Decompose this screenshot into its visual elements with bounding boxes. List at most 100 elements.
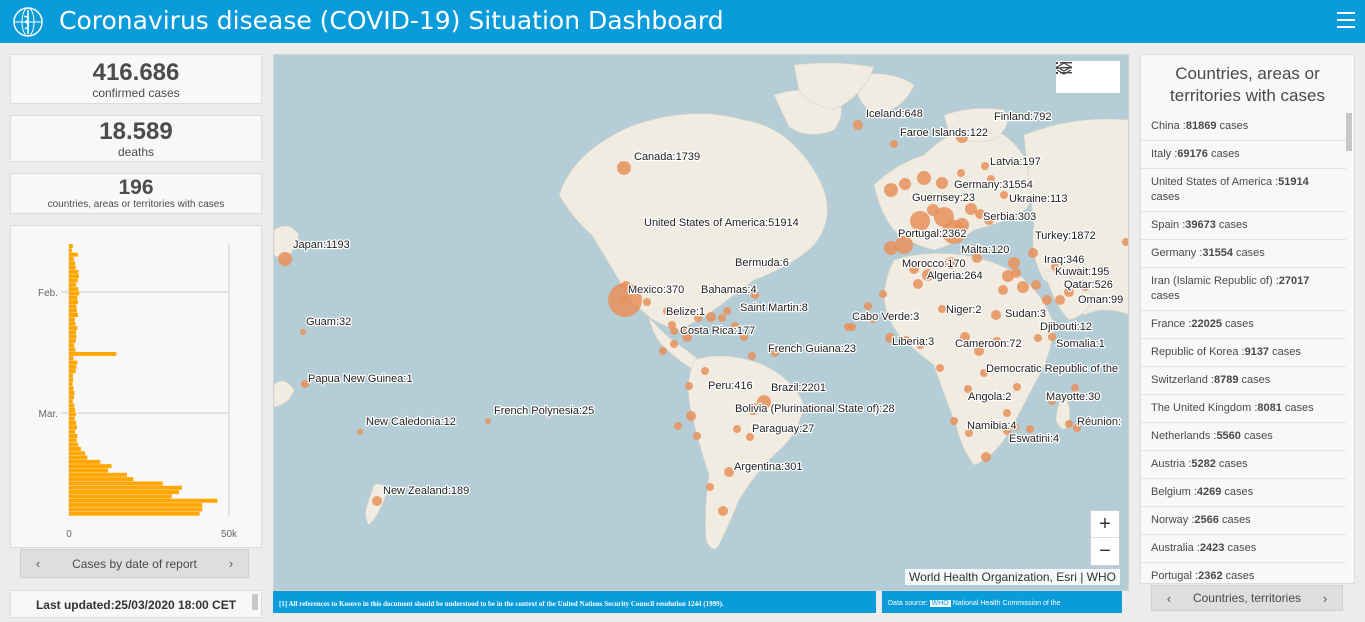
bar[interactable] <box>69 507 203 512</box>
bar[interactable] <box>69 313 78 318</box>
bar[interactable] <box>69 326 78 331</box>
bar[interactable] <box>69 485 182 490</box>
case-bubble[interactable] <box>987 175 995 183</box>
case-bubble[interactable] <box>965 203 977 215</box>
world-map[interactable]: Iceland:648 Finland:792 Faroe Islands:122 C… <box>273 54 1129 591</box>
case-bubble[interactable] <box>927 204 939 216</box>
country-list-item[interactable]: Iran (Islamic Republic of) :27017 cases <box>1141 268 1346 311</box>
case-bubble[interactable] <box>740 333 748 341</box>
bar[interactable] <box>69 373 73 378</box>
bar[interactable] <box>69 412 76 417</box>
bar[interactable] <box>69 477 134 482</box>
bar[interactable] <box>69 421 77 425</box>
case-bubble[interactable] <box>1013 383 1021 391</box>
case-bubble[interactable] <box>739 303 747 311</box>
country-list-item[interactable]: Spain :39673 cases <box>1141 212 1346 240</box>
case-bubble[interactable] <box>975 209 985 219</box>
case-bubble[interactable] <box>981 452 991 462</box>
case-bubble[interactable] <box>731 322 739 330</box>
case-bubble[interactable] <box>884 183 898 197</box>
case-bubble[interactable] <box>916 341 924 349</box>
case-bubble[interactable] <box>992 337 1002 347</box>
case-bubble[interactable] <box>955 218 969 232</box>
bar[interactable] <box>69 390 75 395</box>
case-bubble[interactable] <box>936 364 944 372</box>
case-bubble[interactable] <box>869 315 877 323</box>
bar[interactable] <box>69 464 112 469</box>
case-bubble[interactable] <box>1051 263 1059 271</box>
case-bubble[interactable] <box>1003 409 1011 417</box>
case-bubble[interactable] <box>864 302 872 310</box>
case-bubble[interactable] <box>1003 427 1011 435</box>
bar[interactable] <box>69 369 76 374</box>
country-list-item[interactable]: Switzerland :8789 cases <box>1141 367 1346 395</box>
bar[interactable] <box>69 330 77 335</box>
case-bubble[interactable] <box>670 340 678 348</box>
bar[interactable] <box>69 321 76 326</box>
bar[interactable] <box>69 382 73 387</box>
bar[interactable] <box>69 403 75 408</box>
chevron-left-icon[interactable]: ‹ <box>1166 590 1172 606</box>
case-bubble[interactable] <box>998 285 1008 295</box>
case-bubble[interactable] <box>972 253 982 263</box>
bar[interactable] <box>69 455 88 460</box>
case-bubble[interactable] <box>884 241 898 255</box>
country-list-item[interactable]: The United Kingdom :8081 cases <box>1141 395 1346 423</box>
case-bubble[interactable] <box>938 305 946 313</box>
bar[interactable] <box>69 416 75 421</box>
bar[interactable] <box>69 356 74 361</box>
countries-list[interactable]: China :81869 cases Italy :69176 cases Unit… <box>1141 113 1346 583</box>
case-bubble[interactable] <box>685 382 693 390</box>
bar[interactable] <box>69 364 77 369</box>
case-bubble[interactable] <box>890 140 898 148</box>
case-bubble[interactable] <box>879 290 887 298</box>
country-list-item[interactable]: France :22025 cases <box>1141 311 1346 339</box>
case-bubble[interactable] <box>757 395 771 409</box>
case-bubble[interactable] <box>1031 280 1041 290</box>
bar[interactable] <box>69 334 77 339</box>
case-bubble[interactable] <box>706 483 714 491</box>
case-bubble[interactable] <box>1000 191 1008 199</box>
case-bubble[interactable] <box>1008 257 1020 269</box>
case-bubble[interactable] <box>617 161 631 175</box>
case-bubble[interactable] <box>372 496 382 506</box>
bar[interactable] <box>69 317 75 322</box>
bar[interactable] <box>69 291 80 296</box>
case-bubble[interactable] <box>936 177 948 189</box>
case-bubble[interactable] <box>1026 425 1034 433</box>
case-bubble[interactable] <box>848 323 856 331</box>
bar[interactable] <box>69 399 73 404</box>
bar[interactable] <box>69 274 79 279</box>
bar[interactable] <box>69 300 78 305</box>
bar[interactable] <box>69 278 78 283</box>
case-bubble[interactable] <box>663 307 671 315</box>
bar[interactable] <box>69 498 218 503</box>
bar[interactable] <box>69 459 101 464</box>
case-bubble[interactable] <box>706 312 716 322</box>
zoom-in-button[interactable]: + <box>1091 511 1119 538</box>
case-bubble[interactable] <box>1017 281 1029 293</box>
case-bubble[interactable] <box>984 215 994 225</box>
country-list-item[interactable]: Republic of Korea :9137 cases <box>1141 339 1346 367</box>
bar[interactable] <box>69 360 78 365</box>
country-list-item[interactable]: Italy :69176 cases <box>1141 141 1346 169</box>
case-bubble[interactable] <box>950 417 958 425</box>
country-list-item[interactable]: Norway :2566 cases <box>1141 507 1346 535</box>
case-bubble[interactable] <box>619 295 627 303</box>
case-bubble[interactable] <box>956 131 968 143</box>
case-bubble[interactable] <box>960 332 970 342</box>
bar[interactable] <box>69 261 76 266</box>
bar[interactable] <box>69 287 79 292</box>
bar[interactable] <box>69 265 76 270</box>
case-bubble[interactable] <box>1065 420 1073 428</box>
case-bubble[interactable] <box>957 308 965 316</box>
case-bubble[interactable] <box>723 307 731 315</box>
bar[interactable] <box>69 468 109 473</box>
bar[interactable] <box>69 377 74 382</box>
chevron-right-icon[interactable]: › <box>228 556 234 571</box>
bar[interactable] <box>69 295 78 300</box>
country-list-item[interactable]: Australia :2423 cases <box>1141 535 1346 563</box>
case-bubble[interactable] <box>910 211 930 231</box>
case-bubble[interactable] <box>899 178 911 190</box>
bar[interactable] <box>69 429 76 434</box>
